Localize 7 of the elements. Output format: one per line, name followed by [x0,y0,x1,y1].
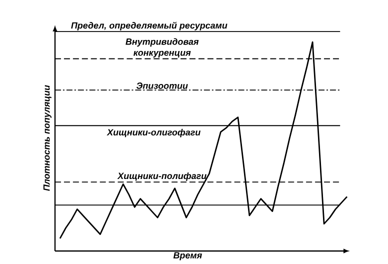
ref-line-label: Внутривидовая конкуренция [126,38,199,58]
annotation: Хищники-олигофаги [106,128,200,138]
x-axis-title: Время [173,252,202,260]
ref-line-label: Хищники-полифаги [117,172,206,181]
ref-line-label: Предел, определяемый ресурсами [71,22,228,30]
ref-line-label: Эпизоотии [136,82,188,89]
y-axis-title: Плотность популяции [43,85,52,191]
